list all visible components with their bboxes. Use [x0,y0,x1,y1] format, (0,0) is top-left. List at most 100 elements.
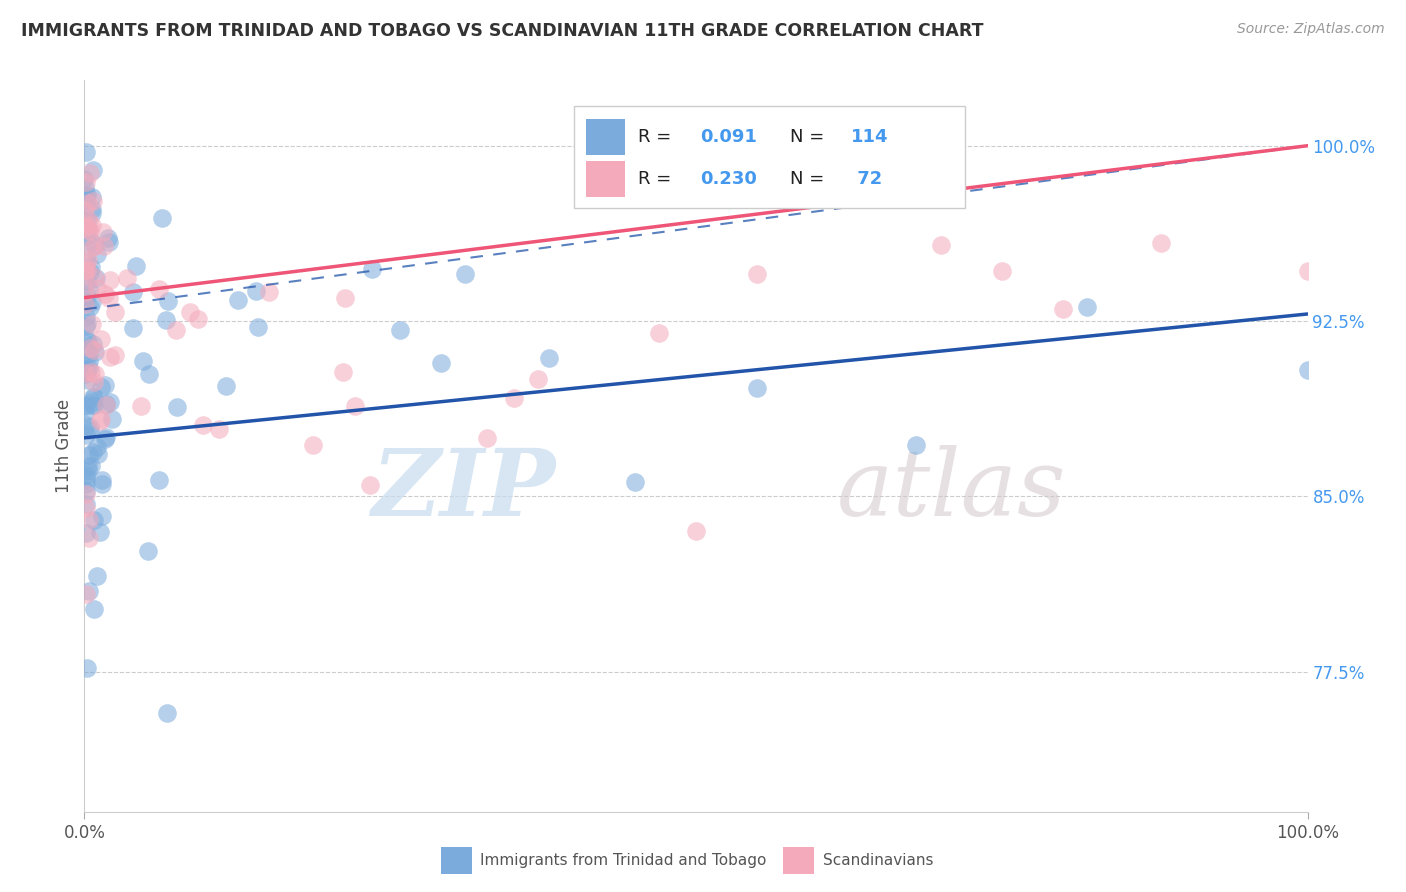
Point [75,294,97,309]
Point [77,513,100,527]
FancyBboxPatch shape [574,106,965,209]
Point [75,297,97,311]
Point [83,602,105,616]
Point [75,428,97,442]
Point [747,267,769,281]
Point [75,366,97,380]
Point [96,397,118,411]
Point [76,263,98,277]
Point [82,194,104,208]
Point [75,219,97,234]
Point [831,138,853,153]
Point [80,260,103,274]
Point [87,447,110,461]
Point [76,219,98,234]
Point [75,587,97,601]
Point [75,250,97,264]
Point [75,476,97,491]
Point [79,224,101,238]
Point [929,237,952,252]
Point [76,362,98,376]
Point [73,399,96,413]
Point [82,445,104,459]
Point [75,318,97,333]
Point [247,320,270,334]
Text: 72: 72 [851,170,883,188]
Point [79,424,101,438]
Y-axis label: 11th Grade: 11th Grade [55,399,73,493]
Point [83,390,105,404]
Point [79,341,101,355]
Point [80,459,103,474]
Point [98,235,121,250]
Point [98,273,121,287]
Point [333,292,356,306]
Point [77,223,100,237]
Point [76,363,98,377]
Point [361,262,384,277]
Point [165,323,187,337]
Point [96,430,118,444]
Point [86,281,108,295]
Point [84,239,107,253]
Point [73,268,96,282]
Point [76,274,98,288]
Point [94,398,117,412]
Point [84,270,107,285]
Point [187,311,209,326]
Point [166,400,188,414]
Point [75,332,97,346]
Point [94,378,117,392]
Point [359,477,381,491]
Point [75,496,97,510]
Point [73,172,96,186]
Point [156,293,179,308]
Point [75,176,97,190]
Point [148,282,170,296]
Point [104,348,127,362]
Point [77,584,100,599]
Point [73,285,96,300]
Point [89,332,111,346]
Point [76,289,98,303]
Text: N =: N = [790,128,830,146]
Point [125,259,148,273]
Point [76,661,98,675]
Point [84,238,107,252]
Point [1150,236,1173,251]
Point [83,398,105,412]
Point [208,422,231,436]
Point [89,524,111,539]
Point [122,321,145,335]
Point [685,524,707,539]
Point [76,214,98,228]
Point [83,513,105,527]
Point [86,440,108,454]
Text: R =: R = [638,128,678,146]
Point [79,346,101,360]
Point [93,286,115,301]
Point [100,350,122,364]
Point [73,362,96,376]
Point [454,267,477,281]
Point [82,317,104,331]
Point [90,476,112,491]
Point [79,354,101,368]
Point [79,166,101,180]
Point [121,285,143,300]
Point [77,459,100,474]
Point [90,473,112,487]
Point [82,337,104,351]
Point [73,202,96,217]
Point [131,399,153,413]
Point [79,233,101,247]
Point [226,293,249,307]
Point [75,500,97,515]
Point [302,438,325,452]
Point [76,264,98,278]
Point [77,448,100,462]
Point [991,264,1014,278]
Point [75,145,97,160]
Point [80,241,103,255]
Point [73,398,96,412]
